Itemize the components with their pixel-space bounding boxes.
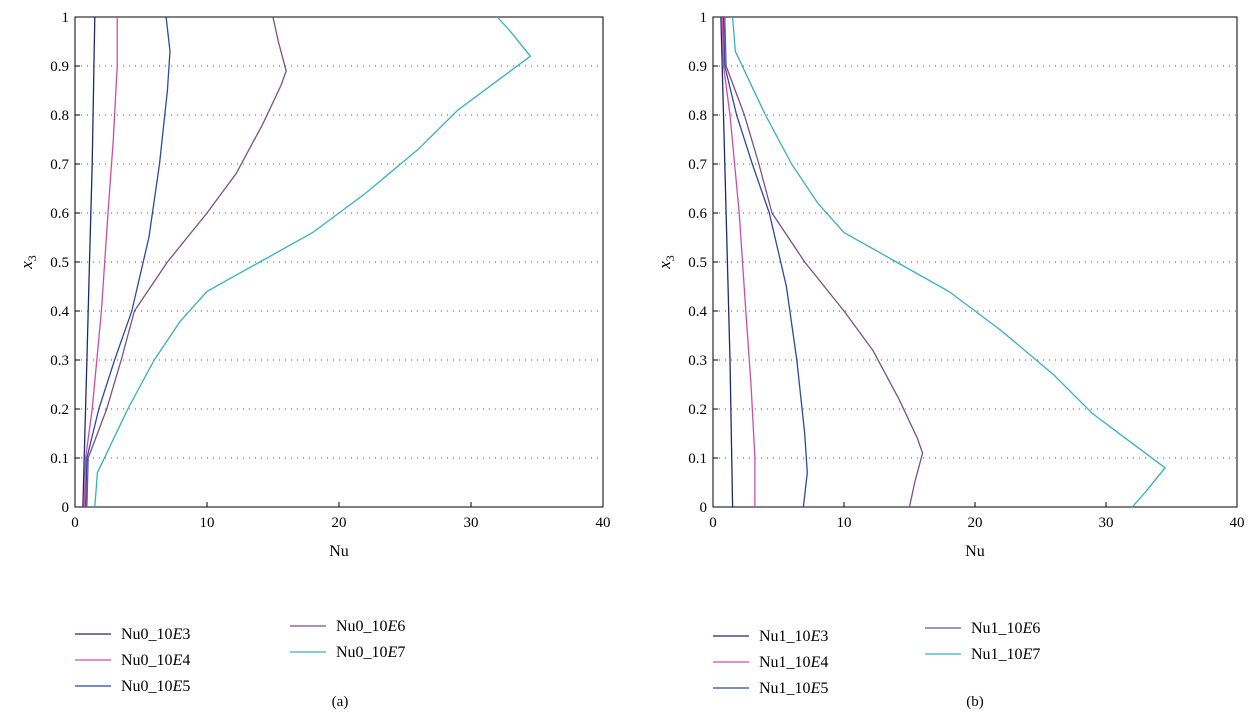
y-tick-label: 0.1: [688, 451, 707, 467]
y-tick-label: 0.8: [688, 108, 707, 124]
y-tick-label: 0.4: [50, 304, 69, 320]
x-axis-label: Nu: [965, 543, 985, 560]
series-line-e5: [722, 16, 808, 508]
x-tick-label: 20: [332, 515, 347, 531]
y-tick-label: 0.9: [50, 59, 69, 75]
x-tick-label: 10: [200, 515, 215, 531]
y-tick-label: 0.8: [50, 108, 69, 124]
series-line-e6: [724, 16, 924, 508]
y-tick-label: 0.6: [688, 206, 707, 222]
legend-entry: Nu1_10E7: [971, 646, 1040, 663]
y-tick-label: 0: [700, 500, 708, 516]
x-tick-label: 30: [464, 515, 479, 531]
y-tick-label: 0.2: [50, 402, 69, 418]
y-tick-label: 0.3: [50, 353, 69, 369]
series-line-e4: [83, 17, 118, 508]
y-tick-label: 0.1: [50, 451, 69, 467]
x-tick-label: 40: [1230, 515, 1245, 531]
series-line-e5: [84, 16, 171, 508]
y-tick-label: 0.5: [688, 255, 707, 271]
panel-caption: (b): [966, 694, 984, 710]
series-line-e3: [720, 16, 734, 508]
y-axis-label: x3: [655, 255, 677, 270]
series-line-e6: [86, 16, 287, 508]
y-tick-label: 0.2: [688, 402, 707, 418]
panel-a: 00.10.20.30.40.50.60.70.80.910 10 20 30 40Nu…: [17, 10, 611, 710]
x-tick-label: 20: [968, 515, 983, 531]
y-tick-label: 1: [62, 10, 70, 26]
legend-entry: Nu1_10E4: [759, 654, 828, 671]
panel-b: 00.10.20.30.40.50.60.70.80.910 10 20 30 40Nu…: [655, 10, 1245, 710]
x-tick-label: 40: [596, 515, 611, 531]
x-axis-label: Nu: [329, 543, 349, 560]
legend-entry: Nu0_10E6: [336, 618, 405, 635]
y-axis-label: x3: [17, 255, 39, 270]
series-line-e4: [721, 16, 756, 507]
y-tick-label: 0.4: [688, 304, 707, 320]
y-tick-label: 0: [62, 500, 70, 516]
y-tick-label: 0.9: [688, 59, 707, 75]
x-tick-label: 0: [709, 515, 717, 531]
panel-caption: (a): [332, 694, 349, 710]
legend-entry: Nu0_10E7: [336, 644, 405, 661]
y-tick-label: 0.6: [50, 206, 69, 222]
series-line-e7: [94, 16, 532, 508]
series-line-e7: [731, 16, 1166, 508]
legend-entry: Nu1_10E5: [759, 680, 828, 697]
y-tick-label: 0.7: [50, 157, 69, 173]
legend-entry: Nu1_10E3: [759, 628, 828, 645]
x-tick-label: 30: [1099, 515, 1114, 531]
legend-entry: Nu0_10E3: [121, 626, 190, 643]
x-tick-label: 0: [71, 515, 79, 531]
y-tick-label: 0.3: [688, 353, 707, 369]
legend-entry: Nu1_10E6: [971, 620, 1040, 637]
x-tick-label: 10: [837, 515, 852, 531]
y-tick-label: 0.7: [688, 157, 707, 173]
legend-entry: Nu0_10E5: [121, 678, 190, 695]
y-tick-label: 0.5: [50, 255, 69, 271]
legend-entry: Nu0_10E4: [121, 652, 190, 669]
y-tick-label: 1: [700, 10, 708, 26]
series-line-e3: [82, 16, 96, 508]
